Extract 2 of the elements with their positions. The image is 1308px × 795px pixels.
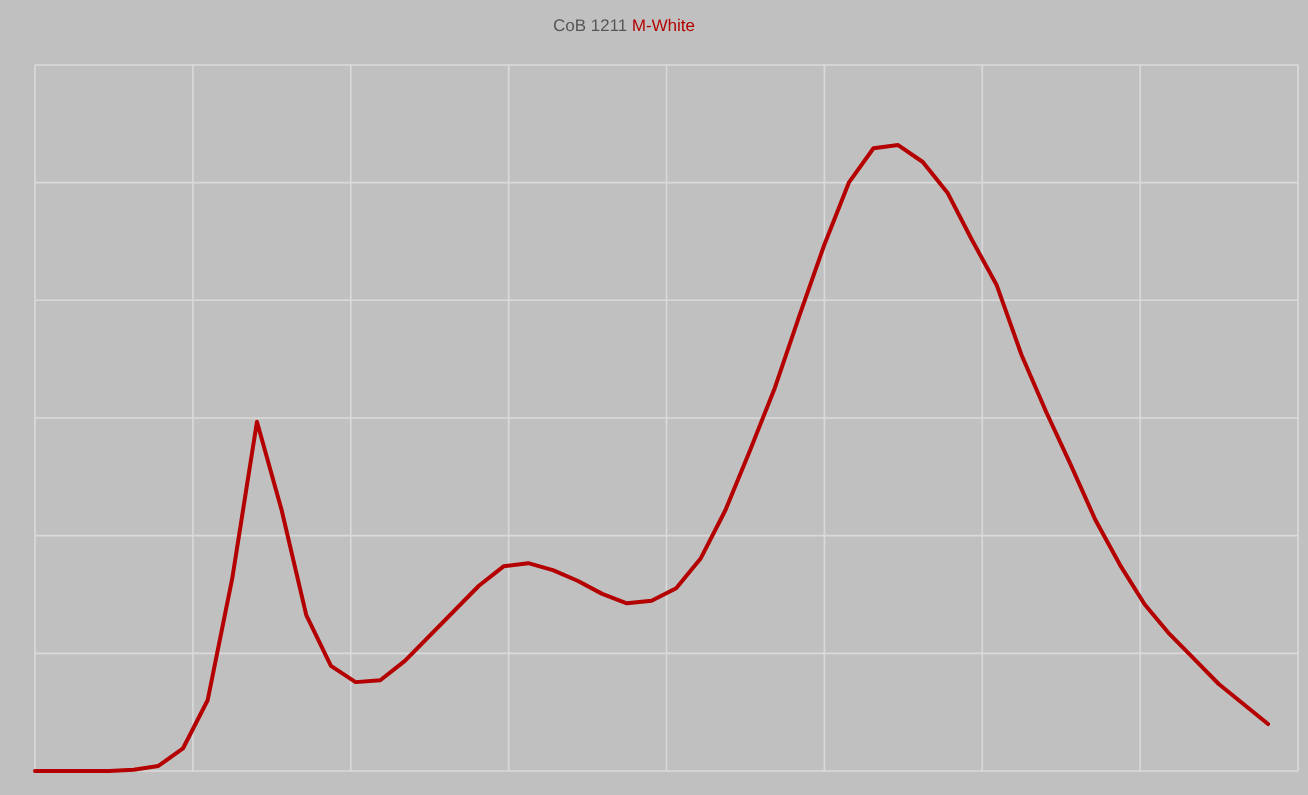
text: M-White [633, 18, 695, 32]
chart-title: CoB 1211 [553, 19, 627, 32]
